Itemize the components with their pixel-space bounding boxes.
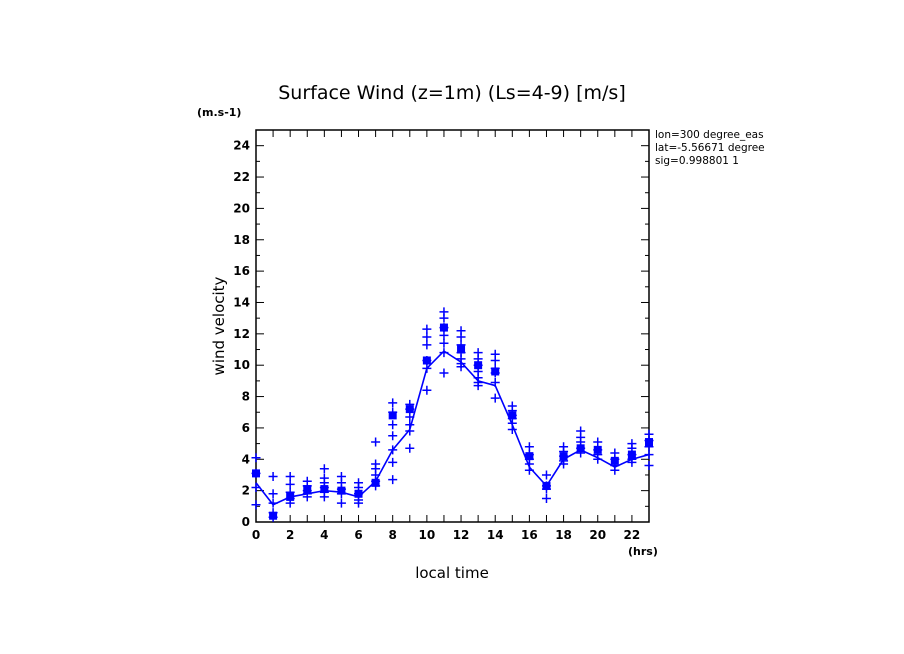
plus-point bbox=[354, 498, 364, 508]
square-point bbox=[559, 452, 568, 461]
square-point bbox=[457, 345, 466, 354]
plus-point bbox=[388, 475, 398, 485]
y-tick-label: 10 bbox=[233, 358, 250, 372]
plot-frame bbox=[255, 129, 650, 523]
x-tick-label: 0 bbox=[252, 528, 260, 542]
plus-point bbox=[439, 368, 449, 378]
x-unit-label: (hrs) bbox=[628, 545, 658, 558]
x-tick-label: 6 bbox=[354, 528, 362, 542]
x-tick-label: 16 bbox=[521, 528, 538, 542]
plus-point bbox=[456, 332, 466, 342]
annotation-line: lat=-5.56671 degree bbox=[655, 142, 765, 154]
y-tick-label: 0 bbox=[242, 515, 250, 529]
square-point bbox=[576, 444, 585, 453]
square-point bbox=[508, 411, 517, 420]
x-tick-label: 4 bbox=[320, 528, 328, 542]
plus-point bbox=[439, 338, 449, 348]
plus-point bbox=[371, 437, 381, 447]
y-tick-label: 24 bbox=[233, 139, 250, 153]
y-unit-label: (m.s-1) bbox=[197, 106, 241, 119]
y-tick-label: 4 bbox=[242, 452, 250, 466]
plus-point bbox=[593, 437, 603, 447]
plus-point bbox=[524, 442, 534, 452]
square-point bbox=[388, 411, 397, 420]
plus-point bbox=[422, 340, 432, 350]
y-tick-label: 16 bbox=[233, 264, 250, 278]
y-axis-label: wind velocity bbox=[210, 276, 228, 375]
plus-point bbox=[268, 472, 278, 482]
square-point bbox=[593, 445, 602, 454]
plus-point bbox=[490, 393, 500, 403]
square-point bbox=[371, 478, 380, 487]
x-axis-label: local time bbox=[415, 564, 489, 582]
square-point bbox=[627, 450, 636, 459]
data-marks bbox=[251, 307, 654, 522]
plus-point bbox=[456, 362, 466, 372]
plus-point bbox=[388, 431, 398, 441]
plus-point bbox=[285, 479, 295, 489]
plus-point bbox=[251, 500, 261, 510]
square-point bbox=[269, 511, 278, 520]
x-tick-label: 18 bbox=[555, 528, 572, 542]
chart-title: Surface Wind (z=1m) (Ls=4-9) [m/s] bbox=[278, 82, 626, 104]
square-point bbox=[422, 356, 431, 365]
square-point bbox=[303, 485, 312, 494]
square-point bbox=[405, 405, 414, 414]
y-tick-label: 20 bbox=[233, 201, 250, 215]
annotation-line: lon=300 degree_eas bbox=[655, 129, 764, 141]
y-tick-label: 22 bbox=[233, 170, 250, 184]
plus-point bbox=[422, 324, 432, 334]
x-tick-label: 22 bbox=[624, 528, 641, 542]
x-tick-label: 10 bbox=[419, 528, 436, 542]
plus-point bbox=[319, 492, 329, 502]
square-point bbox=[474, 361, 483, 370]
y-tick-label: 8 bbox=[242, 390, 250, 404]
square-point bbox=[439, 323, 448, 332]
x-tick-label: 14 bbox=[487, 528, 504, 542]
square-point bbox=[354, 489, 363, 498]
square-point bbox=[645, 438, 653, 447]
plus-point bbox=[319, 464, 329, 474]
plus-point bbox=[439, 313, 449, 323]
plus-point bbox=[473, 381, 483, 391]
y-tick-label: 14 bbox=[233, 295, 250, 309]
plus-point bbox=[388, 420, 398, 430]
plus-point bbox=[268, 489, 278, 499]
plus-point bbox=[422, 332, 432, 342]
plus-point bbox=[439, 330, 449, 340]
mean-line bbox=[255, 350, 650, 506]
y-tick-label: 6 bbox=[242, 421, 250, 435]
plus-point bbox=[405, 443, 415, 453]
plus-point bbox=[490, 355, 500, 365]
square-point bbox=[252, 469, 260, 478]
x-tick-label: 20 bbox=[589, 528, 606, 542]
square-point bbox=[525, 452, 534, 461]
y-tick-label: 2 bbox=[242, 484, 250, 498]
x-tick-label: 12 bbox=[453, 528, 470, 542]
square-point bbox=[337, 486, 346, 495]
plus-point bbox=[388, 457, 398, 467]
plus-point bbox=[422, 385, 432, 395]
plus-point bbox=[388, 398, 398, 408]
plus-point bbox=[285, 472, 295, 482]
x-tick-label: 2 bbox=[286, 528, 294, 542]
plus-point bbox=[251, 453, 261, 463]
x-tick-label: 8 bbox=[389, 528, 397, 542]
plus-point bbox=[541, 493, 551, 503]
y-tick-label: 18 bbox=[233, 233, 250, 247]
plus-point bbox=[336, 498, 346, 508]
square-point bbox=[491, 367, 500, 376]
plus-point bbox=[541, 470, 551, 480]
square-point bbox=[610, 456, 619, 465]
annotation-line: sig=0.998801 1 bbox=[655, 155, 739, 167]
square-point bbox=[320, 485, 329, 494]
plus-point bbox=[644, 461, 654, 471]
y-tick-label: 12 bbox=[233, 327, 250, 341]
